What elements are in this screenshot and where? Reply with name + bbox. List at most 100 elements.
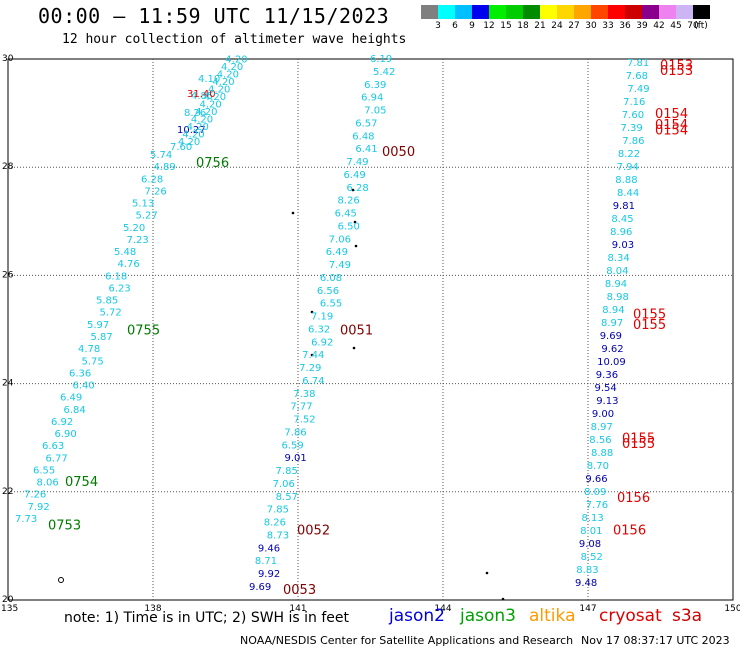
timestamp: Nov 17 08:37:17 UTC 2023	[581, 634, 730, 647]
wave-height-label: 6.90	[55, 429, 77, 440]
scale-label: 45	[670, 21, 682, 31]
scale-label: 21	[534, 21, 546, 31]
pass-time-label: 0154	[655, 118, 688, 133]
scale-label: 9	[469, 21, 475, 31]
wave-height-label: 9.62	[601, 344, 623, 355]
wave-height-label: 10.09	[597, 357, 626, 368]
wave-height-label: 9.08	[579, 539, 601, 550]
wave-height-label: 7.68	[626, 71, 648, 82]
wave-height-label: 8.13	[582, 513, 604, 524]
station-marker	[58, 577, 64, 583]
scale-swatch	[557, 5, 574, 19]
scale-swatch	[421, 5, 438, 19]
wave-height-label: 9.69	[249, 582, 271, 593]
wave-height-label: 8.94	[602, 305, 624, 316]
wave-height-label: 5.13	[132, 199, 154, 210]
wave-height-label: 5.97	[87, 320, 109, 331]
x-tick-label: 150	[724, 604, 740, 614]
wave-height-label: 7.92	[28, 502, 50, 513]
wave-height-label: 8.44	[617, 188, 639, 199]
wave-height-label: 6.50	[338, 221, 360, 232]
wave-height-label: 8.88	[615, 175, 637, 186]
wave-height-mark: 4.20	[178, 137, 200, 148]
wave-height-label: 6.48	[352, 131, 374, 142]
wave-height-label: 7.73	[15, 514, 37, 525]
satellite-legend-jason3: jason3	[460, 606, 516, 626]
pass-time-label: 0755	[127, 324, 160, 339]
island-dot	[310, 353, 314, 357]
wave-height-label: 9.13	[596, 396, 618, 407]
wave-height-label: 7.85	[267, 505, 289, 516]
scale-swatch	[574, 5, 591, 19]
wave-height-label: 4.76	[118, 259, 140, 270]
wave-height-label: 8.26	[264, 518, 286, 529]
scale-swatch	[506, 5, 523, 19]
scale-label: 30	[585, 21, 597, 31]
wave-height-label: 9.81	[613, 201, 635, 212]
wave-height-label: 4.85	[191, 91, 213, 102]
scale-swatch	[642, 5, 659, 19]
wave-height-label: 6.08	[320, 273, 342, 284]
wave-height-label: 6.92	[311, 337, 333, 348]
wave-height-label: 9.46	[258, 543, 280, 554]
wave-height-label: 8.97	[591, 422, 613, 433]
plot-frame	[7, 58, 734, 601]
scale-label: 12	[483, 21, 495, 31]
scale-label: 70	[687, 21, 699, 31]
island-dot	[352, 346, 356, 350]
pass-time-label: 0154	[655, 123, 688, 138]
scale-swatch	[489, 5, 506, 19]
wave-height-label: 9.01	[285, 453, 307, 464]
pass-time-label: 0153	[660, 64, 693, 79]
pass-time-label: 0756	[196, 156, 229, 171]
wave-height-label: 6.94	[361, 93, 383, 104]
wave-height-label: 9.00	[592, 409, 614, 420]
pass-time-label: 0155	[633, 307, 666, 322]
wave-height-label: 8.73	[267, 530, 289, 541]
pass-time-label: 0156	[613, 524, 646, 539]
island-dot	[353, 220, 357, 224]
wave-height-label: 6.40	[73, 381, 95, 392]
wave-height-label: 8.96	[610, 227, 632, 238]
wave-height-label: 7.39	[621, 123, 643, 134]
wave-height-label: 6.49	[343, 170, 365, 181]
wave-height-label: 5.75	[82, 356, 104, 367]
wave-height-label: 9.92	[258, 569, 280, 580]
wave-height-label: 6.32	[308, 324, 330, 335]
wave-height-label: 7.44	[302, 350, 324, 361]
scale-swatch	[591, 5, 608, 19]
wave-height-label: 8.34	[608, 253, 630, 264]
wave-height-label: 7.06	[273, 479, 295, 490]
wave-height-label: 4.10	[198, 74, 220, 85]
wave-height-label: 7.81	[627, 58, 649, 69]
wave-height-label: 8.04	[606, 266, 628, 277]
wave-height-label: 7.38	[293, 389, 315, 400]
units-note: note: 1) Time is in UTC; 2) SWH is in fe…	[64, 610, 350, 626]
wave-height-label: 5.27	[136, 211, 158, 222]
wave-height-label: 7.86	[622, 136, 644, 147]
scale-label: 39	[636, 21, 648, 31]
wave-height-label: 5.48	[114, 247, 136, 258]
wave-height-mark: 4.20	[221, 62, 243, 73]
wave-height-label: 7.60	[170, 142, 192, 153]
scale-label: 18	[517, 21, 529, 31]
wave-height-label: 8.45	[611, 214, 633, 225]
pass-time-label: 0155	[633, 318, 666, 333]
scale-swatch	[625, 5, 642, 19]
wave-height-label: 5.72	[100, 308, 122, 319]
wave-height-mark: 4.20	[195, 107, 217, 118]
scale-swatch	[608, 5, 625, 19]
wave-height-label: 31.40	[187, 89, 216, 100]
x-tick-label: 147	[579, 604, 596, 614]
y-tick-label: 26	[2, 270, 14, 280]
page-title: 00:00 – 11:59 UTC 11/15/2023	[38, 4, 390, 28]
scale-label: 27	[568, 21, 580, 31]
credit-text: NOAA/NESDIS Center for Satellite Applica…	[240, 634, 574, 647]
x-tick-label: 138	[144, 604, 161, 614]
pass-time-label: 0753	[48, 518, 81, 533]
wave-height-label: 8.70	[587, 461, 609, 472]
wave-height-label: 5.42	[373, 67, 395, 78]
wave-height-label: 8.57	[276, 492, 298, 503]
x-tick-label: 144	[434, 604, 451, 614]
